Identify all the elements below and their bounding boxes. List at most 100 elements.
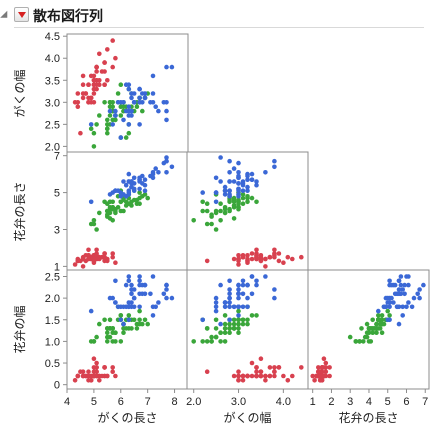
point-setosa bbox=[94, 253, 99, 258]
point-versicolor bbox=[110, 206, 115, 212]
point-versicolor bbox=[105, 130, 110, 136]
point-versicolor bbox=[376, 317, 381, 323]
point-versicolor bbox=[218, 339, 223, 344]
point-virginica bbox=[421, 282, 426, 288]
point-virginica bbox=[137, 186, 142, 192]
point-setosa bbox=[91, 100, 97, 105]
point-setosa bbox=[94, 69, 99, 74]
point-versicolor bbox=[209, 221, 214, 227]
point-versicolor bbox=[134, 321, 140, 327]
point-versicolor bbox=[227, 326, 232, 331]
x-tick-label: 7 bbox=[145, 396, 151, 408]
point-virginica bbox=[272, 295, 277, 301]
point-setosa bbox=[97, 78, 102, 83]
point-versicolor bbox=[94, 227, 99, 232]
point-versicolor bbox=[236, 197, 241, 203]
point-versicolor bbox=[107, 113, 113, 118]
point-versicolor bbox=[105, 339, 110, 344]
point-versicolor bbox=[222, 339, 228, 344]
point-versicolor bbox=[218, 208, 223, 214]
point-versicolor bbox=[353, 339, 359, 344]
x-tick-label: 7 bbox=[422, 396, 428, 408]
point-setosa bbox=[317, 373, 323, 379]
point-versicolor bbox=[110, 339, 115, 344]
point-virginica bbox=[236, 170, 241, 175]
point-setosa bbox=[91, 256, 97, 262]
header-divider bbox=[14, 27, 424, 28]
point-virginica bbox=[129, 282, 134, 288]
point-virginica bbox=[398, 282, 404, 288]
y-tick-label: 2.5 bbox=[45, 119, 60, 131]
point-versicolor bbox=[368, 326, 374, 331]
point-versicolor bbox=[110, 104, 115, 109]
point-virginica bbox=[236, 194, 241, 199]
point-versicolor bbox=[254, 199, 259, 205]
point-virginica bbox=[245, 173, 250, 179]
point-virginica bbox=[164, 100, 169, 105]
point-versicolor bbox=[374, 321, 379, 327]
point-versicolor bbox=[142, 317, 148, 323]
point-virginica bbox=[227, 194, 232, 199]
x-tick-label: 2.0 bbox=[186, 396, 201, 408]
point-versicolor bbox=[137, 195, 142, 201]
point-setosa bbox=[113, 260, 118, 266]
point-virginica bbox=[142, 291, 148, 297]
point-virginica bbox=[150, 100, 156, 105]
point-versicolor bbox=[213, 334, 219, 340]
point-versicolor bbox=[245, 194, 250, 199]
point-versicolor bbox=[121, 208, 126, 214]
point-virginica bbox=[391, 300, 396, 305]
point-virginica bbox=[245, 282, 250, 288]
point-virginica bbox=[131, 175, 137, 181]
point-virginica bbox=[123, 282, 129, 288]
point-setosa bbox=[258, 258, 264, 264]
point-virginica bbox=[150, 91, 156, 96]
y-tick-label: 4.0 bbox=[45, 53, 60, 65]
point-virginica bbox=[236, 291, 241, 297]
point-virginica bbox=[107, 108, 113, 114]
point-virginica bbox=[140, 173, 145, 179]
point-virginica bbox=[169, 164, 175, 170]
point-virginica bbox=[123, 82, 129, 87]
point-virginica bbox=[396, 287, 402, 292]
point-setosa bbox=[236, 253, 241, 258]
point-virginica bbox=[272, 158, 277, 164]
point-setosa bbox=[267, 365, 273, 370]
point-setosa bbox=[110, 251, 115, 256]
point-versicolor bbox=[191, 218, 196, 223]
point-virginica bbox=[218, 179, 223, 184]
point-virginica bbox=[400, 304, 406, 310]
point-virginica bbox=[129, 287, 134, 292]
point-virginica bbox=[389, 282, 394, 288]
point-virginica bbox=[236, 313, 241, 318]
point-virginica bbox=[164, 117, 169, 123]
point-virginica bbox=[126, 274, 132, 279]
point-setosa bbox=[254, 373, 259, 379]
point-setosa bbox=[290, 256, 295, 262]
point-virginica bbox=[236, 295, 241, 301]
point-versicolor bbox=[200, 199, 205, 205]
point-virginica bbox=[245, 188, 250, 193]
point-setosa bbox=[80, 82, 86, 87]
point-virginica bbox=[272, 287, 277, 292]
point-versicolor bbox=[91, 218, 97, 223]
red-triangle-menu-icon[interactable] bbox=[14, 7, 29, 22]
y-tick-label: 5 bbox=[54, 188, 60, 200]
point-versicolor bbox=[204, 339, 210, 344]
point-setosa bbox=[94, 365, 99, 370]
point-virginica bbox=[150, 313, 156, 318]
point-setosa bbox=[327, 373, 332, 379]
point-versicolor bbox=[222, 313, 228, 318]
point-versicolor bbox=[231, 216, 237, 221]
point-virginica bbox=[169, 295, 175, 301]
point-setosa bbox=[113, 55, 118, 61]
point-setosa bbox=[321, 356, 327, 362]
point-virginica bbox=[213, 199, 219, 205]
point-versicolor bbox=[115, 91, 121, 96]
point-virginica bbox=[150, 171, 156, 177]
point-setosa bbox=[99, 69, 105, 74]
point-versicolor bbox=[236, 205, 241, 210]
point-virginica bbox=[129, 304, 134, 310]
point-versicolor bbox=[123, 203, 129, 208]
point-setosa bbox=[72, 378, 78, 383]
